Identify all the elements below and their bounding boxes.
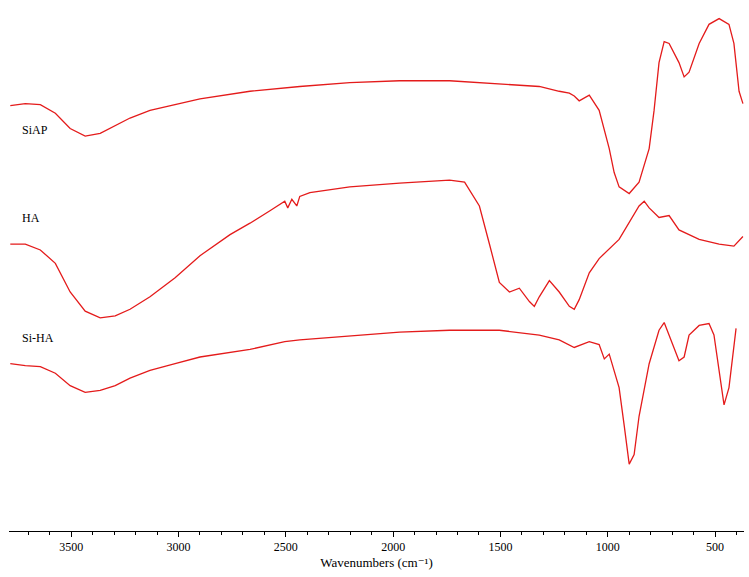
svg-text:3500: 3500 xyxy=(59,540,83,554)
svg-text:2500: 2500 xyxy=(274,540,298,554)
svg-text:2000: 2000 xyxy=(381,540,405,554)
svg-text:1500: 1500 xyxy=(488,540,512,554)
svg-text:SiAP: SiAP xyxy=(22,123,48,137)
svg-text:Wavenumbers (cm⁻¹): Wavenumbers (cm⁻¹) xyxy=(320,555,433,570)
svg-text:3000: 3000 xyxy=(167,540,191,554)
svg-text:HA: HA xyxy=(22,211,40,225)
svg-text:Si-HA: Si-HA xyxy=(22,331,54,345)
svg-text:500: 500 xyxy=(706,540,724,554)
svg-text:1000: 1000 xyxy=(596,540,620,554)
